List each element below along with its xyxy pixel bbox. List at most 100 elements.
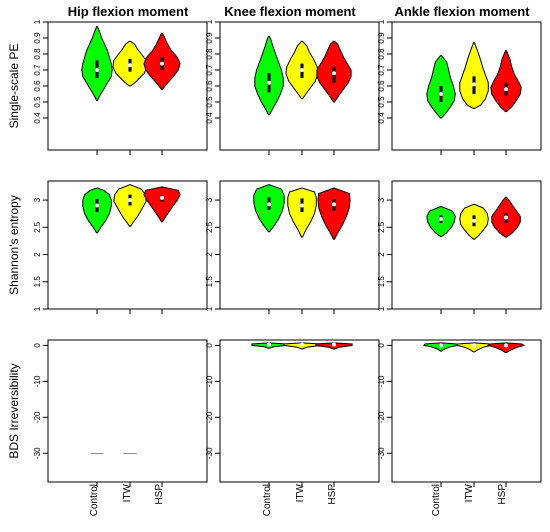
median-point: [160, 195, 164, 200]
y-tick-label: 1: [377, 19, 386, 24]
y-tick-label: 0.4: [205, 112, 214, 124]
violin-itw: [283, 342, 321, 350]
panel-r1-c0: 1 1.5 2 2.5 3: [33, 180, 208, 314]
panel-frame: [47, 180, 208, 310]
group-label-control-col1: Control: [262, 484, 273, 516]
median-point: [267, 202, 271, 207]
panel-r0-c2: 0.4 0.5 0.6 0.7 0.8 0.9 1: [377, 19, 542, 155]
y-tick-label: -30: [377, 447, 386, 459]
group-label-hsp-col1: HSP: [327, 484, 338, 505]
group-label-hsp-col0: HSP: [154, 484, 165, 505]
y-tick-label: -20: [33, 411, 42, 423]
column-title-hip: Hip flexion moment: [68, 4, 189, 19]
y-tick-label: 0.5: [33, 96, 42, 108]
panel-r2-c1: -30 -20 -10 0: [205, 339, 380, 487]
median-point: [504, 215, 508, 220]
y-tick-label: 1: [33, 306, 42, 311]
violin-control: [253, 184, 285, 233]
median-point: [504, 343, 508, 348]
y-tick-label: 2: [205, 252, 214, 257]
y-tick-label: -10: [205, 375, 214, 387]
y-tick-label: 0.6: [205, 80, 214, 92]
violin-itw: [113, 184, 147, 227]
y-tick-label: 0: [33, 343, 42, 348]
y-tick-label: -20: [205, 411, 214, 423]
panel-frame: [219, 180, 380, 310]
y-tick-label: 2.5: [205, 221, 214, 233]
median-point: [267, 342, 271, 347]
y-tick-label: 0.8: [205, 48, 214, 60]
violin-body: [317, 187, 351, 240]
y-tick-label: 3: [33, 197, 42, 202]
violin-body: [456, 342, 492, 353]
median-point: [128, 63, 132, 68]
column-title-knee: Knee flexion moment: [224, 4, 356, 19]
y-tick-label: 0.5: [205, 96, 214, 108]
violin-itw: [459, 42, 489, 109]
group-label-itw-col2: ITW: [464, 483, 475, 502]
panel-frame: [47, 339, 208, 483]
y-tick-label: 1.5: [205, 276, 214, 288]
y-tick-label: 1.5: [377, 276, 386, 288]
median-point: [95, 68, 99, 72]
violin-itw: [456, 342, 492, 353]
y-tick-label: 0.8: [33, 48, 42, 60]
violin-control: [254, 35, 284, 116]
median-point: [439, 92, 443, 96]
violin-control: [426, 55, 456, 119]
y-tick-label: 0.5: [377, 96, 386, 108]
y-tick-label: 0.7: [205, 64, 214, 76]
panel-r2-c2: -30 -20 -10 0: [377, 339, 542, 487]
median-point: [439, 343, 443, 348]
median-point: [300, 203, 304, 208]
violin-body: [287, 187, 317, 238]
violin-body: [143, 186, 181, 223]
median-point: [95, 203, 99, 208]
y-tick-label: 2.5: [33, 221, 42, 233]
violin-control: [82, 187, 112, 234]
y-tick-label: 0.9: [205, 32, 214, 44]
y-tick-label: 1: [205, 306, 214, 311]
y-tick-label: 0: [377, 343, 386, 348]
panel-r0-c1: 0.4 0.5 0.6 0.7 0.8 0.9 1: [205, 19, 380, 155]
median-point: [504, 87, 508, 92]
violin-itw: [285, 40, 319, 100]
violin-itw: [112, 40, 148, 87]
violin-hsp: [486, 342, 526, 354]
panel-frame: [391, 180, 542, 310]
y-tick-label: 0.6: [377, 80, 386, 92]
y-tick-label: 0.6: [33, 80, 42, 92]
y-tick-label: 1: [377, 306, 386, 311]
row-label-bds: BDS Irreversibility: [7, 363, 21, 458]
violin-itw: [287, 187, 317, 238]
violin-hsp: [143, 186, 181, 223]
panel-frame: [391, 339, 542, 483]
panel-r0-c0: 0.4 0.5 0.6 0.7 0.8 0.9 1: [33, 19, 208, 155]
panel-r1-c2: 1 1.5 2 2.5 3: [377, 180, 542, 314]
violin-body: [490, 50, 522, 113]
median-point: [300, 68, 304, 72]
violin-hsp: [491, 196, 521, 238]
y-tick-label: 2.5: [377, 221, 386, 233]
y-tick-label: -10: [33, 375, 42, 387]
y-tick-label: -10: [377, 375, 386, 387]
median-point: [439, 217, 443, 222]
y-tick-label: 1: [205, 19, 214, 24]
panel-r2-c0: -30 -20 -10 0: [33, 339, 208, 487]
median-point: [160, 61, 164, 66]
y-tick-label: 0.8: [377, 48, 386, 60]
median-point: [267, 80, 271, 85]
group-label-itw-col0: ITW: [122, 483, 133, 502]
violin-control: [251, 342, 287, 349]
median-point: [332, 71, 336, 76]
group-label-hsp-col2: HSP: [497, 484, 508, 505]
y-tick-label: -30: [205, 447, 214, 459]
y-tick-label: 0.9: [33, 32, 42, 44]
violin-itw: [459, 203, 489, 240]
median-point: [472, 343, 476, 348]
y-tick-label: 3: [377, 197, 386, 202]
violin-body: [486, 342, 526, 354]
median-point: [332, 202, 336, 207]
median-point: [472, 218, 476, 223]
